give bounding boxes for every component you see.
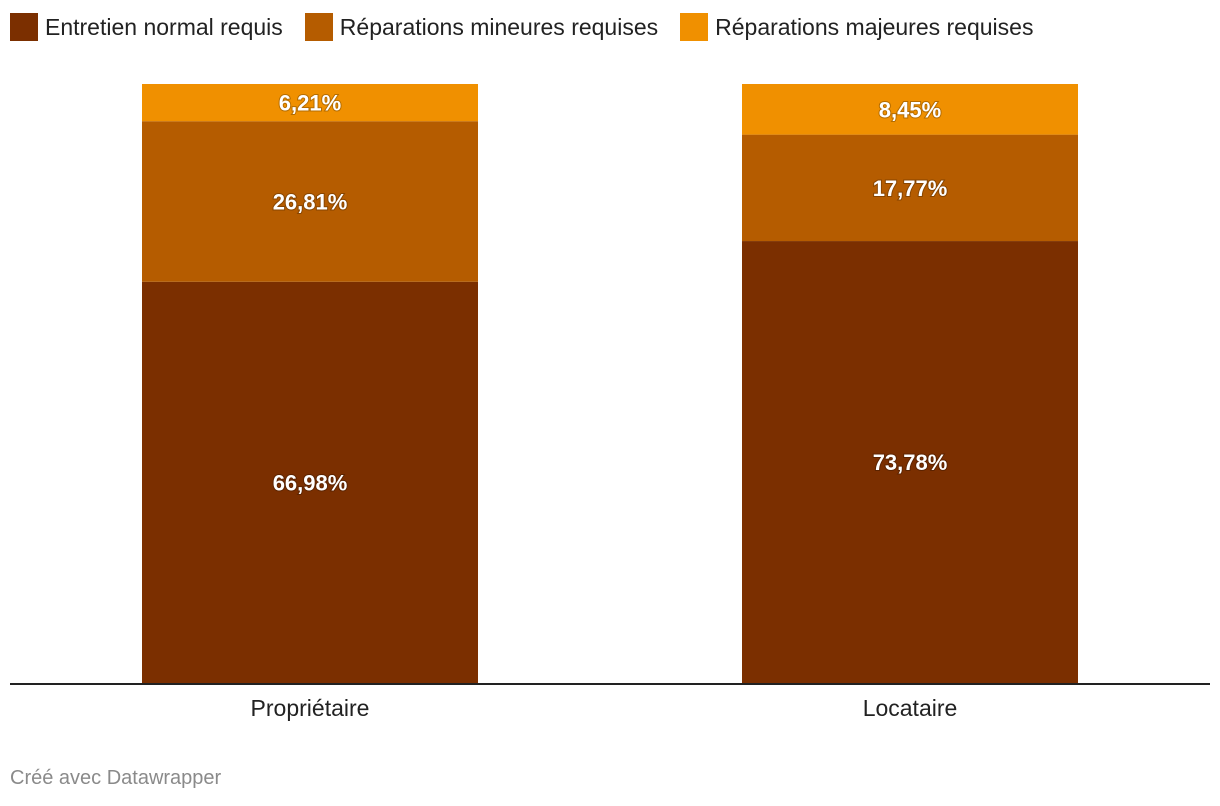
bar-segment-locataire-2[interactable] bbox=[742, 134, 1078, 242]
data-label-locataire-1: 73,78% bbox=[873, 450, 948, 475]
bar-segment-locataire-3[interactable] bbox=[742, 84, 1078, 135]
legend: Entretien normal requis Réparations mine… bbox=[10, 12, 1033, 42]
legend-swatch-entretien bbox=[10, 13, 38, 41]
legend-swatch-reparations-majeures bbox=[680, 13, 709, 41]
legend-swatch-reparations-mineures bbox=[304, 13, 333, 41]
bar-segment-locataire-1[interactable] bbox=[742, 241, 1078, 683]
legend-item-reparations-mineures[interactable]: Réparations mineures requises bbox=[304, 12, 659, 42]
data-label-locataire-3: 8,45% bbox=[879, 97, 941, 122]
x-tick-label-locataire: Locataire bbox=[863, 695, 958, 721]
data-label-locataire-2: 17,77% bbox=[873, 176, 948, 201]
legend-item-reparations-majeures[interactable]: Réparations majeures requises bbox=[680, 12, 1033, 42]
data-label-proprietaire-3: 6,21% bbox=[279, 91, 341, 116]
legend-label-entretien: Entretien normal requis bbox=[45, 14, 283, 40]
legend-item-entretien[interactable]: Entretien normal requis bbox=[10, 12, 283, 42]
bar-segment-proprietaire-1[interactable] bbox=[142, 281, 478, 683]
bar-segment-proprietaire-3[interactable] bbox=[142, 84, 478, 122]
data-label-proprietaire-1: 66,98% bbox=[273, 470, 348, 495]
legend-label-reparations-majeures: Réparations majeures requises bbox=[715, 14, 1034, 40]
bar-segment-proprietaire-2[interactable] bbox=[142, 121, 478, 282]
legend-label-reparations-mineures: Réparations mineures requises bbox=[339, 14, 659, 40]
footer-credit[interactable]: Créé avec Datawrapper bbox=[10, 767, 222, 789]
data-label-proprietaire-2: 26,81% bbox=[273, 189, 348, 214]
x-tick-label-proprietaire: Propriétaire bbox=[251, 695, 370, 721]
